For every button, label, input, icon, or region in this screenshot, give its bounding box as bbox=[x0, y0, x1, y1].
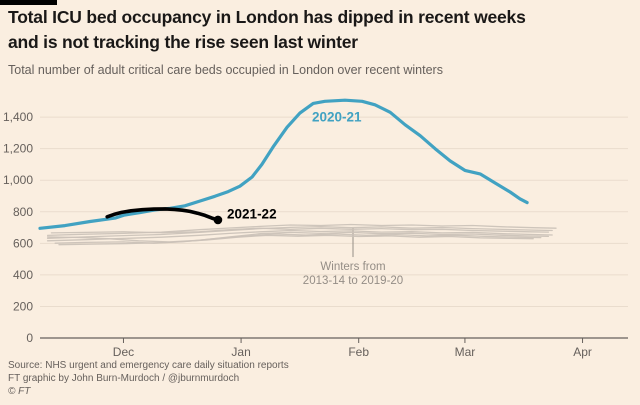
annotation-text: Winters from bbox=[320, 261, 385, 273]
x-tick-label: Mar bbox=[455, 345, 476, 359]
y-tick-label: 800 bbox=[13, 205, 33, 219]
chart-title-line-2: and is not tracking the rise seen last w… bbox=[8, 32, 358, 52]
y-tick-label: 1,000 bbox=[3, 173, 33, 187]
y-tick-label: 600 bbox=[13, 236, 33, 250]
y-tick-label: 1,400 bbox=[3, 110, 33, 124]
series-line-winter-4 bbox=[46, 229, 553, 242]
y-tick-label: 200 bbox=[13, 299, 33, 313]
copyright-line: © FT bbox=[8, 385, 31, 397]
x-tick-label: Dec bbox=[113, 345, 134, 359]
chart-title-line-1: Total ICU bed occupancy in London has di… bbox=[8, 7, 526, 27]
annotation-text: 2013-14 to 2019-20 bbox=[303, 275, 403, 287]
x-tick-label: Jan bbox=[231, 345, 250, 359]
series-line-2021-22 bbox=[105, 207, 220, 222]
top-progress-bar bbox=[0, 0, 57, 5]
y-tick-label: 1,200 bbox=[3, 142, 33, 156]
series-line-winter-3 bbox=[50, 227, 550, 234]
x-tick-label: Apr bbox=[573, 345, 592, 359]
series-label-2021-22: 2021-22 bbox=[227, 206, 277, 221]
series-line-winter-6 bbox=[58, 234, 534, 246]
chart-header: Total ICU bed occupancy in London has di… bbox=[8, 5, 632, 78]
x-tick-label: Feb bbox=[348, 345, 369, 359]
credit-line: FT graphic by John Burn-Murdoch / @jburn… bbox=[8, 372, 240, 384]
series-end-dot-2021-22 bbox=[213, 215, 223, 225]
series-line-winter-2 bbox=[46, 225, 553, 239]
series-line-2020-21 bbox=[38, 98, 529, 230]
y-tick-label: 0 bbox=[26, 331, 33, 345]
series-label-2020-21: 2020-21 bbox=[312, 109, 362, 124]
chart-footer: Source: NHS urgent and emergency care da… bbox=[8, 360, 289, 398]
chart-subtitle: Total number of adult critical care beds… bbox=[8, 63, 443, 77]
series-line-winter-7 bbox=[46, 231, 550, 243]
source-line: Source: NHS urgent and emergency care da… bbox=[8, 360, 289, 371]
y-tick-label: 400 bbox=[13, 268, 33, 282]
